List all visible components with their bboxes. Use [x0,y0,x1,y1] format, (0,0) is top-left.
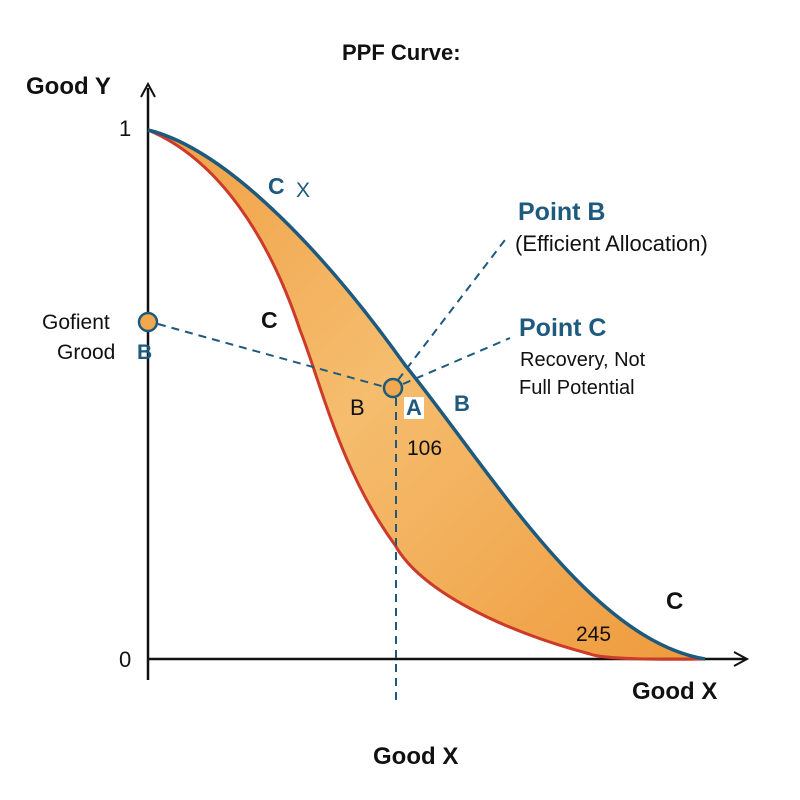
point-c-title: Point C [519,314,607,342]
x-axis-bottom-label: Good X [373,743,459,770]
label-b-right: B [454,391,470,416]
leader-line-point-c [402,337,511,385]
label-grood: Grood [57,341,116,364]
label-b-inner: B [350,395,365,420]
value-245: 245 [576,623,612,646]
label-point-a: A [404,395,424,420]
chart-title: PPF Curve: [342,40,461,65]
point-a-marker [382,377,404,399]
leader-line-point-b [397,235,509,381]
label-x-top: X [296,179,311,202]
y-tick-0: 0 [119,647,132,672]
ppf-curve [147,128,706,661]
inner-curve [147,128,706,661]
label-c-middle: C [261,307,278,333]
point-c-description-line1: Recovery, Not [520,349,646,371]
label-grood-b: B [137,341,153,364]
value-106: 106 [407,437,443,460]
point-b-title: Point B [518,198,606,226]
label-c-bottom: C [666,588,684,615]
point-c-description-line2: Full Potential [519,377,635,399]
y-axis-title: Good Y [26,73,111,100]
y-tick-1: 1 [119,116,132,141]
y-axis-arrow-icon [140,81,156,98]
point-b-description: (Efficient Allocation) [515,231,708,256]
x-axis-arrow-icon [733,651,750,667]
x-axis-title: Good X [632,678,718,705]
label-c-top: C [268,173,285,199]
leader-line-left [157,323,386,388]
y-axis-point-marker [137,311,159,333]
label-gofient: Gofient [42,311,110,334]
